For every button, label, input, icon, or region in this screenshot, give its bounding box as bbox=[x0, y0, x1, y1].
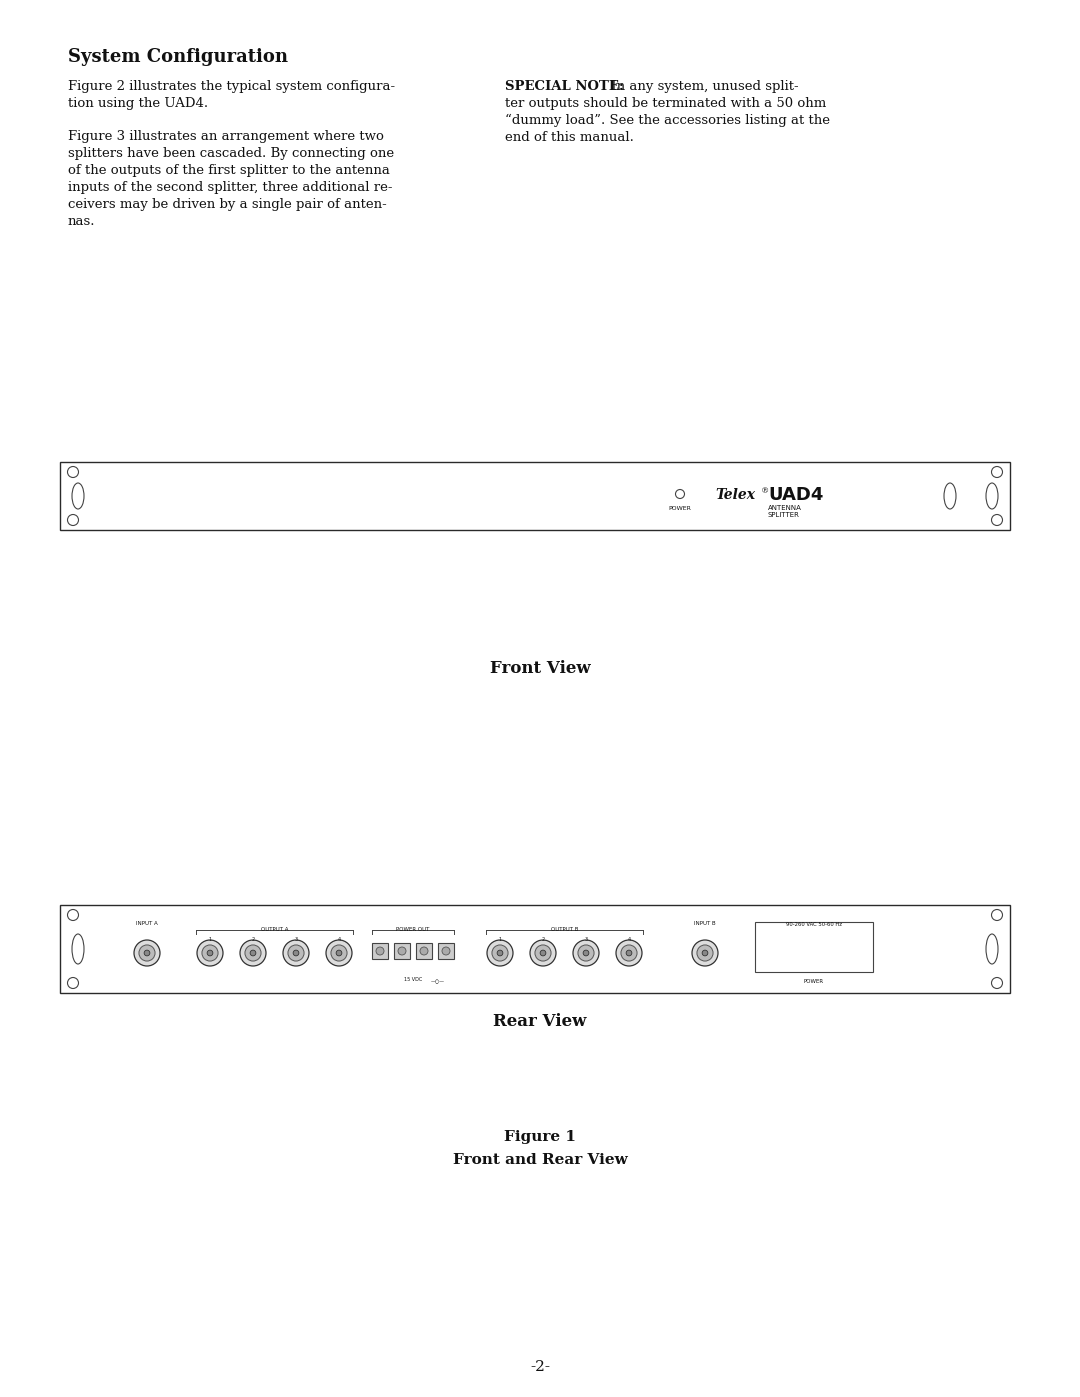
Circle shape bbox=[626, 950, 632, 956]
Circle shape bbox=[134, 940, 160, 965]
Ellipse shape bbox=[986, 935, 998, 964]
Text: POWER OUT: POWER OUT bbox=[396, 928, 430, 932]
Text: ®: ® bbox=[761, 488, 769, 495]
Text: 1: 1 bbox=[499, 937, 501, 942]
Text: SPLITTER: SPLITTER bbox=[768, 511, 800, 518]
Circle shape bbox=[207, 950, 213, 956]
Text: System Configuration: System Configuration bbox=[68, 47, 288, 66]
Circle shape bbox=[376, 947, 384, 956]
Text: tion using the UAD4.: tion using the UAD4. bbox=[68, 96, 208, 110]
Circle shape bbox=[67, 514, 79, 525]
Circle shape bbox=[540, 950, 545, 956]
Bar bbox=[416, 943, 432, 958]
Text: POWER: POWER bbox=[669, 506, 691, 511]
Text: OUTPUT B: OUTPUT B bbox=[551, 928, 578, 932]
Circle shape bbox=[144, 950, 150, 956]
Bar bbox=[755, 922, 873, 972]
Circle shape bbox=[583, 950, 589, 956]
Text: OUTPUT A: OUTPUT A bbox=[260, 928, 288, 932]
Text: 3: 3 bbox=[584, 937, 588, 942]
Circle shape bbox=[245, 944, 261, 961]
Ellipse shape bbox=[986, 483, 998, 509]
Circle shape bbox=[330, 944, 347, 961]
Circle shape bbox=[492, 944, 508, 961]
Text: 3: 3 bbox=[295, 937, 298, 942]
Text: 2: 2 bbox=[541, 937, 544, 942]
Text: -2-: -2- bbox=[530, 1361, 550, 1375]
Circle shape bbox=[67, 909, 79, 921]
Circle shape bbox=[530, 940, 556, 965]
Circle shape bbox=[67, 467, 79, 478]
Text: SPECIAL NOTE:: SPECIAL NOTE: bbox=[505, 80, 624, 94]
Circle shape bbox=[621, 944, 637, 961]
Text: Rear View: Rear View bbox=[494, 1013, 586, 1030]
Text: Figure 2 illustrates the typical system configura-: Figure 2 illustrates the typical system … bbox=[68, 80, 395, 94]
Circle shape bbox=[616, 940, 642, 965]
Bar bbox=[60, 905, 1010, 993]
Text: —○—: —○— bbox=[431, 979, 445, 983]
Text: end of this manual.: end of this manual. bbox=[505, 131, 634, 144]
Text: Telex: Telex bbox=[715, 488, 755, 502]
Text: ANTENNA: ANTENNA bbox=[768, 504, 801, 511]
Circle shape bbox=[326, 940, 352, 965]
Bar bbox=[372, 943, 388, 958]
Circle shape bbox=[67, 978, 79, 989]
Circle shape bbox=[991, 514, 1002, 525]
Text: Front View: Front View bbox=[489, 659, 591, 678]
Text: Figure 3 illustrates an arrangement where two: Figure 3 illustrates an arrangement wher… bbox=[68, 130, 383, 142]
Text: “dummy load”. See the accessories listing at the: “dummy load”. See the accessories listin… bbox=[505, 115, 831, 127]
Text: UAD4: UAD4 bbox=[768, 486, 823, 504]
Text: Figure 1: Figure 1 bbox=[504, 1130, 576, 1144]
Bar bbox=[394, 943, 410, 958]
Text: 1: 1 bbox=[208, 937, 212, 942]
Circle shape bbox=[442, 947, 450, 956]
Circle shape bbox=[692, 940, 718, 965]
Circle shape bbox=[139, 944, 156, 961]
Circle shape bbox=[991, 978, 1002, 989]
Text: 4: 4 bbox=[627, 937, 631, 942]
Ellipse shape bbox=[72, 935, 84, 964]
Text: inputs of the second splitter, three additional re-: inputs of the second splitter, three add… bbox=[68, 182, 392, 194]
Text: Front and Rear View: Front and Rear View bbox=[453, 1153, 627, 1166]
Bar bbox=[438, 943, 454, 958]
Text: 4: 4 bbox=[337, 937, 340, 942]
Circle shape bbox=[283, 940, 309, 965]
Text: splitters have been cascaded. By connecting one: splitters have been cascaded. By connect… bbox=[68, 147, 394, 161]
Circle shape bbox=[288, 944, 305, 961]
Text: ter outputs should be terminated with a 50 ohm: ter outputs should be terminated with a … bbox=[505, 96, 826, 110]
Circle shape bbox=[251, 950, 256, 956]
Bar bbox=[60, 462, 1010, 529]
Circle shape bbox=[240, 940, 266, 965]
Circle shape bbox=[535, 944, 551, 961]
Circle shape bbox=[399, 947, 406, 956]
Circle shape bbox=[197, 940, 222, 965]
Text: INPUT A: INPUT A bbox=[136, 921, 158, 926]
Text: 90-260 VAC 50-60 Hz: 90-260 VAC 50-60 Hz bbox=[786, 922, 842, 928]
Circle shape bbox=[991, 467, 1002, 478]
Circle shape bbox=[336, 950, 342, 956]
Circle shape bbox=[991, 909, 1002, 921]
Text: In any system, unused split-: In any system, unused split- bbox=[607, 80, 798, 94]
Circle shape bbox=[578, 944, 594, 961]
Text: INPUT B: INPUT B bbox=[694, 921, 716, 926]
Ellipse shape bbox=[72, 483, 84, 509]
Text: ceivers may be driven by a single pair of anten-: ceivers may be driven by a single pair o… bbox=[68, 198, 387, 211]
Circle shape bbox=[202, 944, 218, 961]
Circle shape bbox=[487, 940, 513, 965]
Circle shape bbox=[420, 947, 428, 956]
Ellipse shape bbox=[944, 483, 956, 509]
Text: POWER: POWER bbox=[804, 979, 824, 983]
Circle shape bbox=[697, 944, 713, 961]
Circle shape bbox=[702, 950, 707, 956]
Circle shape bbox=[293, 950, 299, 956]
Text: of the outputs of the first splitter to the antenna: of the outputs of the first splitter to … bbox=[68, 163, 390, 177]
Text: 2: 2 bbox=[252, 937, 255, 942]
Circle shape bbox=[675, 489, 685, 499]
Circle shape bbox=[497, 950, 503, 956]
Circle shape bbox=[573, 940, 599, 965]
Text: nas.: nas. bbox=[68, 215, 95, 228]
Text: 15 VDC: 15 VDC bbox=[404, 977, 422, 982]
